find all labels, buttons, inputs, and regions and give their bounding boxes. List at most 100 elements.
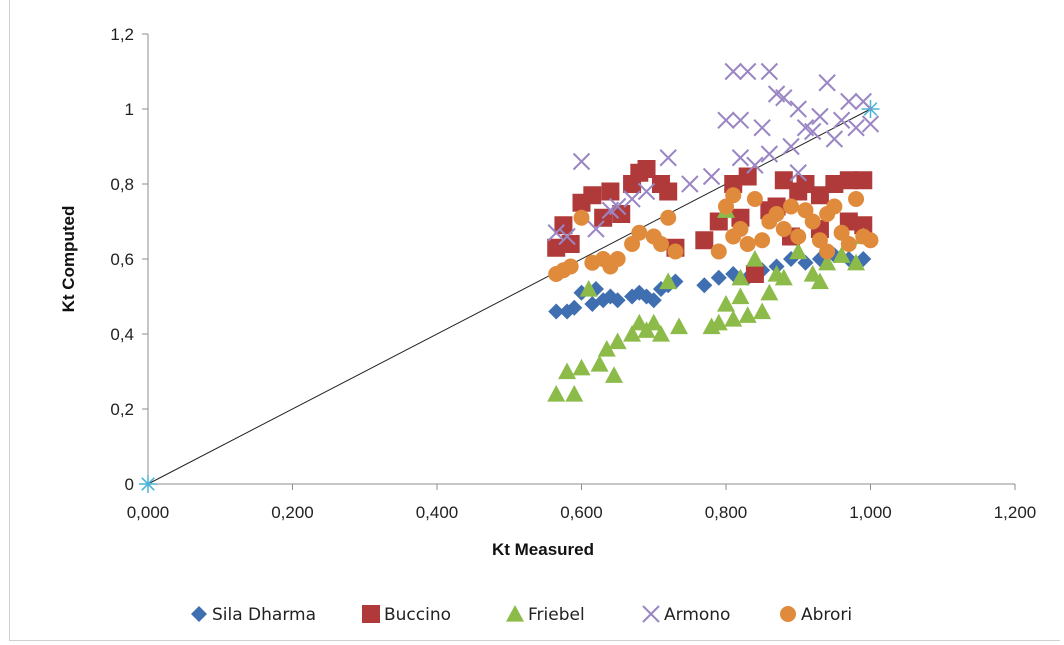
point-buccino xyxy=(637,160,656,178)
legend-marker-sila-dharma xyxy=(191,606,207,622)
point-friebel xyxy=(547,385,566,402)
y-tick-label: 0 xyxy=(125,475,134,494)
y-tick-label: 1,2 xyxy=(110,25,134,44)
legend-marker-armono xyxy=(642,605,660,623)
point-friebel xyxy=(623,325,642,342)
point-friebel xyxy=(847,253,866,271)
point-sila-dharma xyxy=(696,277,713,294)
point-armono xyxy=(789,100,807,118)
point-buccino xyxy=(854,216,873,235)
point-friebel xyxy=(558,362,577,380)
point-abrori xyxy=(631,224,648,241)
point-buccino xyxy=(659,182,678,201)
point-friebel xyxy=(579,280,598,297)
x-tick-label: 1,200 xyxy=(994,503,1037,522)
legend-marker-friebel xyxy=(506,605,524,622)
point-abrori xyxy=(783,198,800,215)
point-abrori xyxy=(804,213,821,230)
point-armono xyxy=(782,137,800,156)
point-buccino xyxy=(810,186,829,205)
point-armono xyxy=(760,62,779,81)
y-tick-labels: 0 0,2 0,4 0,6 0,8 1 1,2 xyxy=(110,25,134,494)
point-friebel xyxy=(810,272,829,290)
point-abrori xyxy=(710,243,727,260)
point-sila-dharma xyxy=(609,292,626,309)
y-tick-label: 0,8 xyxy=(110,175,134,194)
point-armono xyxy=(818,74,836,92)
point-armono xyxy=(840,92,858,111)
point-abrori xyxy=(768,206,785,222)
point-sila-dharma xyxy=(645,292,662,309)
point-buccino xyxy=(796,175,815,193)
chart-frame: 0 0,2 0,4 0,6 0,8 1 1,2 0,000 0,200 0,400 0,600 0,… xyxy=(9,0,1060,641)
point-friebel xyxy=(724,310,743,327)
point-armono xyxy=(637,182,656,201)
point-armono xyxy=(854,92,872,111)
x-axis-title: Kt Measured xyxy=(492,540,594,559)
point-armono xyxy=(811,107,829,126)
legend-marker-abrori xyxy=(780,606,796,622)
y-tick-label: 0,2 xyxy=(110,400,134,419)
point-friebel xyxy=(753,302,772,320)
point-friebel xyxy=(597,340,616,357)
point-armono xyxy=(738,62,757,81)
y-axis-title: Kt Computed xyxy=(59,206,78,313)
point-buccino xyxy=(695,231,714,250)
point-armono xyxy=(789,164,807,182)
point-armono xyxy=(861,115,880,133)
point-friebel xyxy=(630,313,649,331)
point-friebel xyxy=(651,325,670,342)
y-tick-label: 1 xyxy=(125,100,134,119)
point-armono xyxy=(572,152,591,171)
point-buccino xyxy=(601,182,620,201)
point-buccino xyxy=(583,186,602,205)
point-friebel xyxy=(745,250,764,267)
point-friebel xyxy=(774,268,793,286)
reference-line-segment xyxy=(147,108,871,485)
legend-label-abrori: Abrori xyxy=(801,605,852,625)
legend-label-armono: Armono xyxy=(664,605,730,625)
x-tick-label: 0,200 xyxy=(271,503,314,522)
tick-marks xyxy=(142,33,1016,490)
point-abrori xyxy=(660,209,677,226)
legend-label-friebel: Friebel xyxy=(528,605,585,625)
legend-marker-buccino xyxy=(362,605,380,623)
point-abrori xyxy=(775,221,792,237)
x-tick-label: 0,600 xyxy=(560,503,603,522)
point-abrori xyxy=(790,228,807,245)
point-buccino xyxy=(738,167,757,186)
x-tick-label: 1,000 xyxy=(849,503,892,522)
point-friebel xyxy=(590,355,609,372)
point-abrori xyxy=(725,187,742,204)
x-tick-label: 0,400 xyxy=(416,503,459,522)
y-tick-label: 0,6 xyxy=(110,250,134,269)
point-friebel xyxy=(731,268,750,286)
point-armono xyxy=(731,111,750,129)
point-sila-dharma xyxy=(566,299,583,316)
point-friebel xyxy=(572,358,591,376)
point-abrori xyxy=(819,243,836,260)
point-armono xyxy=(753,119,771,137)
point-friebel xyxy=(605,366,624,383)
point-buccino xyxy=(731,208,750,227)
point-friebel xyxy=(709,313,728,331)
point-armono xyxy=(623,190,641,208)
point-friebel xyxy=(832,246,851,263)
point-armono xyxy=(702,167,721,186)
point-abrori xyxy=(746,191,763,207)
point-armono xyxy=(608,197,627,216)
point-buccino xyxy=(839,171,858,190)
reference-line-start-marker xyxy=(139,475,157,493)
legend: Sila Dharma Buccino Friebel Armono Abrori xyxy=(191,605,852,625)
point-abrori xyxy=(848,191,865,207)
point-abrori xyxy=(609,251,626,267)
point-abrori xyxy=(562,258,579,275)
point-buccino xyxy=(825,175,844,193)
point-armono xyxy=(731,149,750,167)
point-abrori xyxy=(862,232,879,249)
point-sila-dharma xyxy=(710,269,727,286)
point-armono xyxy=(847,119,865,137)
point-sila-dharma xyxy=(548,303,565,320)
point-armono xyxy=(717,111,735,129)
point-armono xyxy=(775,89,793,107)
